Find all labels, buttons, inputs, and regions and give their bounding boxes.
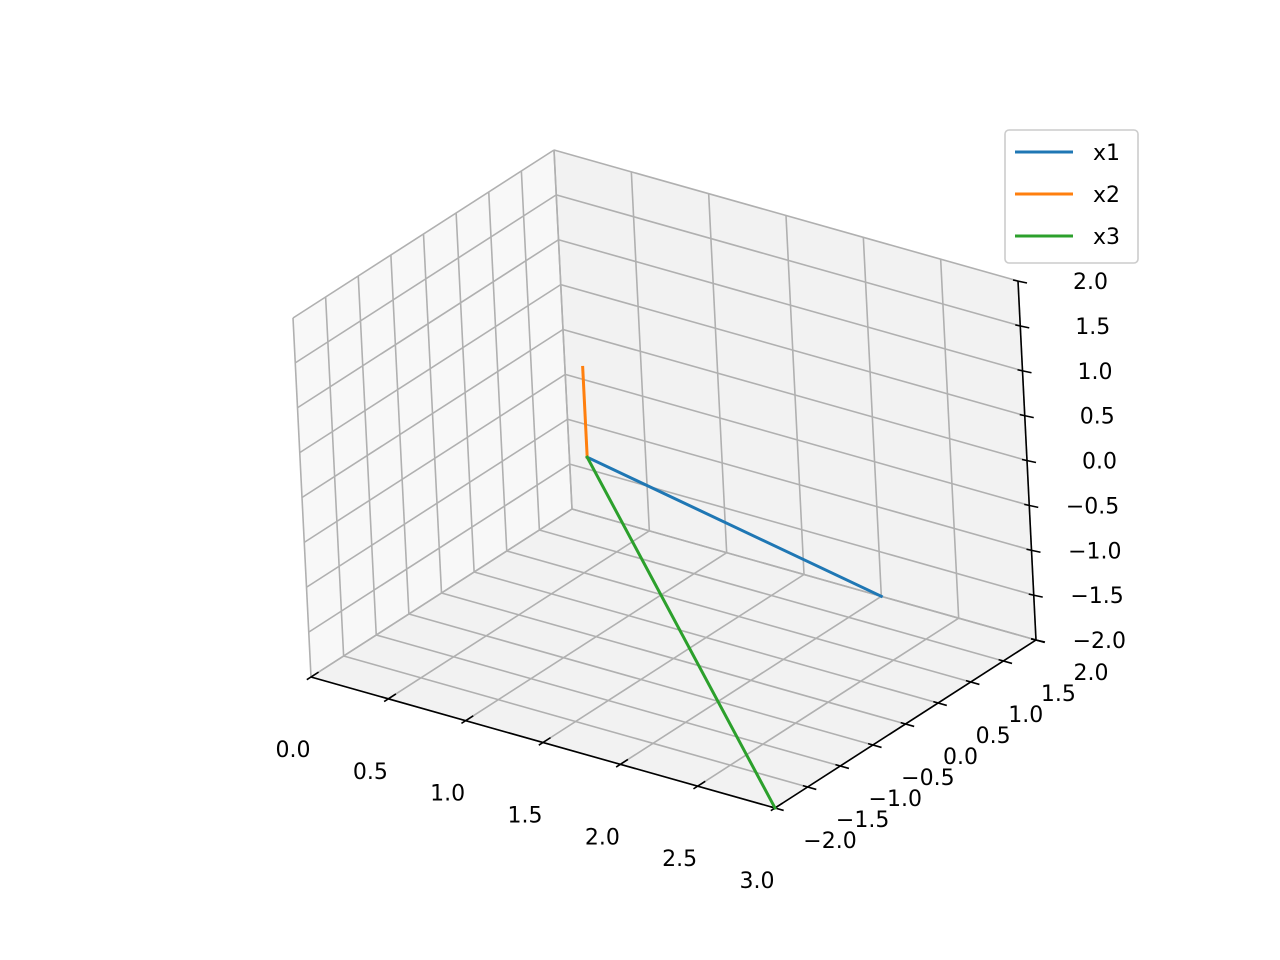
x-tick-mark [615,758,629,768]
x-tick-label: 1.5 [508,804,543,829]
y-tick-label: −0.5 [901,766,954,791]
legend-label-x1: x1 [1093,141,1120,166]
grid-line [567,418,1032,552]
x-tick-label: 0.5 [353,760,388,785]
x-tick-mark [770,802,784,812]
legend: x1 x2 x3 [1004,129,1139,264]
y-tick-label: 0.0 [943,745,978,770]
y-tick-label: −2.0 [803,829,856,854]
grid-line [408,613,874,746]
tick-labels: 0.00.51.01.52.02.53.0−2.0−1.5−1.0−0.50.0… [276,270,1127,894]
z-tick-mark [1026,548,1041,554]
series-line-x1 [585,455,884,599]
y-tick-label: −1.5 [836,808,889,833]
y-tick-label: −1.0 [869,787,922,812]
series-lines [581,365,884,811]
z-tick-label: −1.0 [1068,539,1121,564]
grid-line [441,592,906,725]
y-tick-mark [933,700,948,707]
grid-line [565,373,1030,507]
grid-line [294,194,557,364]
z-tick-label: 2.0 [1073,270,1108,295]
x-tick-mark [538,736,552,746]
grid-line [506,550,971,683]
y-tick-mark [965,679,980,686]
z-tick-label: 1.0 [1078,360,1113,385]
z-tick-mark [1017,368,1032,374]
grid-line [306,418,568,588]
y-tick-label: 1.5 [1041,682,1076,707]
z-tick-mark [1024,503,1039,509]
grid-line [310,508,573,678]
grid-line [376,634,841,767]
legend-box [1004,129,1139,264]
z-tick-mark [1015,324,1030,329]
z-tick-mark [1028,593,1043,598]
z-tick-label: −2.0 [1073,629,1126,654]
grid-line [297,239,559,409]
grid-line [292,149,555,319]
z-tick-mark [1030,638,1046,643]
z-tick-label: −0.5 [1066,494,1119,519]
grid-line [308,463,571,633]
grid-line [301,328,564,499]
grid-line [473,571,939,704]
x-tick-label: 3.0 [740,869,775,894]
legend-label-x2: x2 [1093,183,1120,208]
grid-line [539,529,1004,662]
series-line-x3 [585,455,778,811]
grid-line [556,194,1021,327]
grid-line [553,149,1019,282]
x-tick-mark [306,671,320,681]
grid-line [571,508,1037,641]
x-tick-label: 2.5 [662,847,697,872]
x-tick-mark [383,693,397,703]
y-tick-label: 1.0 [1008,703,1043,728]
x-tick-mark [461,715,474,725]
z-tick-label: 1.5 [1075,315,1110,340]
z-tick-label: 0.0 [1082,450,1117,475]
z-tick-mark [1019,413,1034,419]
y-tick-label: 0.5 [976,724,1011,749]
z-tick-mark [1012,279,1028,284]
x-tick-label: 2.0 [585,825,620,850]
y-tick-mark [998,658,1013,665]
grid-lines [292,149,1037,809]
z-tick-label: −1.5 [1070,584,1123,609]
z-tick-label: 0.5 [1080,405,1115,430]
y-tick-label: 2.0 [1074,661,1109,686]
grid-line [562,328,1028,462]
y-tick-mark [900,721,915,728]
z-tick-mark [1021,458,1037,464]
grid-line [560,283,1025,417]
y-tick-mark [835,763,850,770]
x-tick-label: 1.0 [430,782,465,807]
x-tick-label: 0.0 [276,738,311,763]
grid-line [558,238,1023,372]
grid-line [343,655,808,788]
x-tick-mark [693,780,706,790]
grid-line [299,283,562,454]
y-tick-mark [867,742,882,749]
y-tick-mark [802,784,817,791]
series-line-x2 [581,365,589,459]
axes-panes [292,149,1038,809]
grid-line [303,373,566,544]
legend-label-x3: x3 [1093,225,1120,250]
